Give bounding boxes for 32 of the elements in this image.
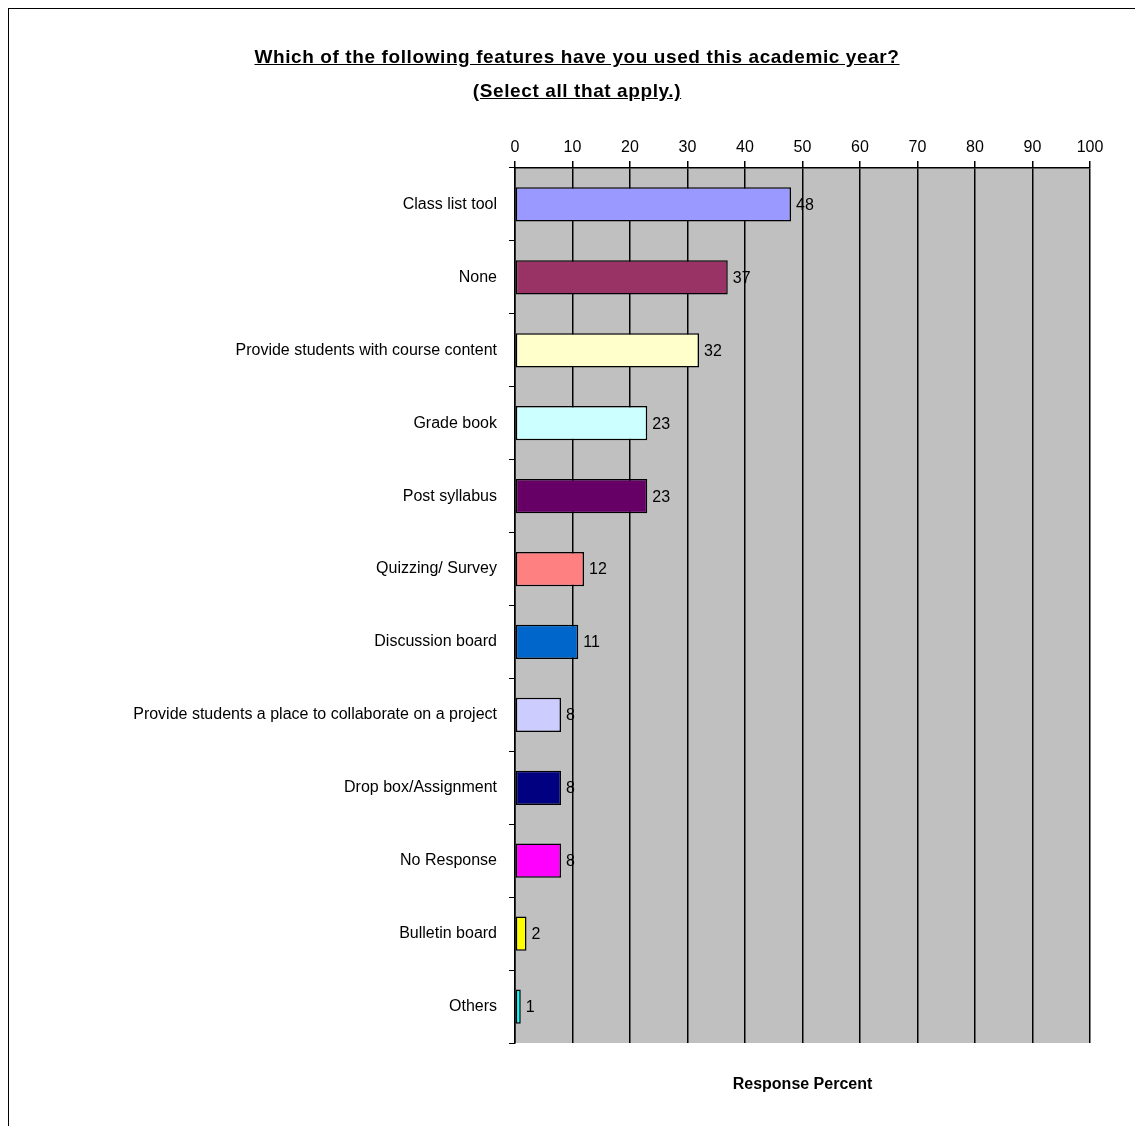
- y-tick-label: Drop box/Assignment: [344, 778, 498, 796]
- data-label: 32: [704, 341, 722, 359]
- x-tick-label: 10: [563, 137, 582, 155]
- y-tick-label: Bulletin board: [399, 924, 497, 942]
- y-tick-label: Post syllabus: [402, 486, 497, 504]
- chart-title: Which of the following features have you used this academic year? (Select all that apply.): [253, 45, 901, 103]
- x-tick-label: 100: [1076, 137, 1104, 155]
- y-tick-label: Discussion board: [374, 632, 497, 650]
- data-label: 11: [583, 633, 600, 651]
- x-tick-label: 20: [621, 137, 639, 155]
- data-label: 23: [652, 414, 671, 432]
- y-tick-label: Class list tool: [402, 194, 497, 212]
- x-tick-label: 90: [1023, 137, 1042, 155]
- x-tick-label: 70: [908, 137, 927, 155]
- x-tick-label: 40: [736, 137, 754, 155]
- y-tick-label: Provide students with course content: [235, 340, 498, 358]
- x-tick-label: 60: [851, 137, 869, 155]
- y-tick-label: Quizzing/ Survey: [376, 559, 497, 577]
- y-tick-label: Provide students a place to collaborate on a project: [133, 705, 498, 723]
- y-tick-label: None: [458, 267, 498, 285]
- data-label: 23: [652, 487, 671, 505]
- y-tick-label: Grade book: [413, 413, 498, 431]
- x-tick-label: 80: [966, 137, 984, 155]
- data-label: 1: [525, 997, 535, 1015]
- x-tick-label: 30: [678, 137, 697, 155]
- y-tick-label: No Response: [400, 851, 498, 869]
- x-tick-label: 50: [793, 137, 812, 155]
- x-tick-label: 0: [510, 137, 520, 155]
- y-tick-label: Others: [448, 996, 497, 1014]
- data-label: 12: [589, 560, 607, 578]
- x-axis-title: Response Percent: [732, 1075, 873, 1093]
- data-label: 2: [531, 925, 541, 943]
